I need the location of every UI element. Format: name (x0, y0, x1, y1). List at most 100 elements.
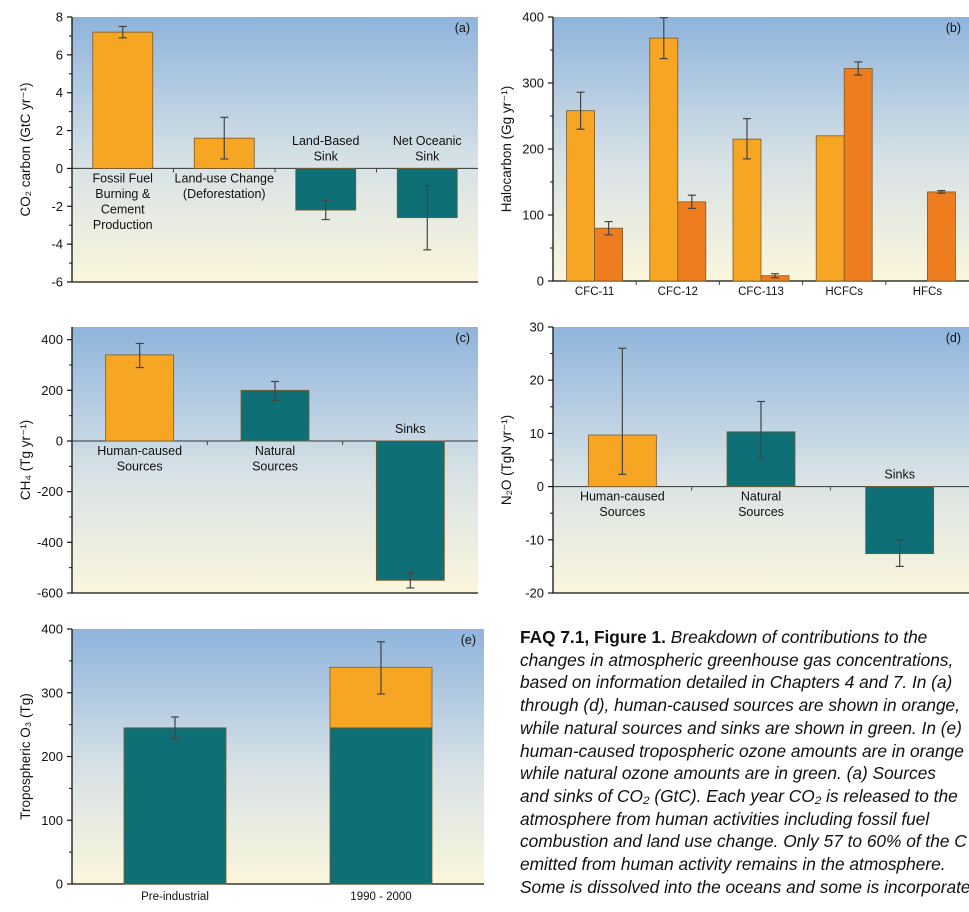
y-tick-label: 0 (537, 479, 544, 494)
y-tick-label: 400 (41, 332, 63, 347)
category-label: CFC-113 (738, 286, 784, 298)
caption-line: while natural sources and sinks are show… (520, 717, 962, 738)
category-label: Natural (255, 444, 295, 458)
chart-panel-a: -6 -4 -2 0 2 4 6 8 CO₂ carbon (GtC yr⁻¹) (a) Fossi… (18, 10, 478, 290)
caption-text: Breakdown of contributions to the (670, 627, 928, 647)
y-tick-label: -20 (525, 586, 544, 601)
bar (92, 31, 154, 169)
y-tick-label: 4 (56, 85, 63, 100)
y-tick-label: 400 (41, 622, 63, 637)
category-label: Land-use Change (175, 171, 274, 185)
y-tick-label: -400 (37, 535, 63, 550)
bar (815, 135, 845, 282)
panel-label: (d) (946, 331, 961, 345)
y-tick-label: 100 (522, 208, 544, 223)
category-label: Cement (101, 202, 145, 216)
panel-label: (c) (455, 331, 470, 345)
y-tick-label: 200 (41, 383, 63, 398)
panel-label: (b) (946, 21, 961, 35)
chart-panel-b: 0 100 200 300 400 Halocarbon (Gg yr⁻¹) (b) CFC-… (500, 10, 969, 298)
y-tick-label: 0 (56, 434, 63, 449)
caption-line: FAQ 7.1, Figure 1. Breakdown of contribu… (520, 626, 969, 649)
chart-panel-c: -600 -400 -200 0 200 400 CH₄ (Tg yr⁻¹) (c) Human… (18, 327, 478, 601)
y-tick-label: 2 (56, 123, 63, 138)
caption-line: changes in atmospheric greenhouse gas co… (520, 649, 954, 670)
caption-line: Some is dissolved into the oceans and so… (520, 876, 969, 897)
panel-label: (e) (461, 633, 476, 647)
y-tick-label: 0 (56, 161, 63, 176)
category-label: Sources (117, 460, 163, 474)
y-axis-label: CO₂ carbon (GtC yr⁻¹) (18, 83, 33, 217)
bar (732, 138, 762, 282)
y-tick-label: 0 (537, 274, 544, 289)
y-tick-label: 300 (522, 76, 544, 91)
y-tick-label: 6 (56, 47, 63, 62)
chart-panel-e: 0 100 200 300 400 Tropospheric O₃ (Tg) (e) Pre-… (18, 622, 484, 903)
category-label: Pre-industrial (141, 891, 209, 903)
category-label: Land-Based (292, 134, 359, 148)
category-label: Sinks (884, 468, 915, 482)
y-axis-label: Halocarbon (Gg yr⁻¹) (500, 86, 514, 212)
bar (105, 354, 175, 442)
category-label: Production (93, 218, 153, 232)
caption-line: while natural ozone amounts are in green… (520, 763, 936, 784)
y-tick-label: -200 (37, 484, 63, 499)
y-tick-label: -6 (51, 275, 63, 290)
panel-label: (a) (455, 21, 470, 35)
category-label: Sink (415, 149, 440, 163)
y-tick-label: -600 (37, 586, 63, 601)
figure-caption: FAQ 7.1, Figure 1. Breakdown of contribu… (520, 626, 969, 912)
y-tick-label: 0 (56, 877, 63, 892)
caption-line: combustion and land use change. Only 57 … (520, 831, 967, 852)
caption-line: atmosphere from human activities includi… (520, 808, 930, 829)
category-label: 1990 - 2000 (350, 891, 411, 903)
y-tick-label: 200 (41, 749, 63, 764)
category-label: (Deforestation) (183, 187, 266, 201)
caption-line: and sinks of CO₂ (GtC). Each year CO₂ is… (520, 785, 958, 806)
category-label: Sink (314, 149, 339, 163)
bar (926, 191, 956, 282)
bar (594, 227, 623, 282)
chart-panel-d: -20 -10 0 10 20 30 N₂O (TgN yr⁻¹) (d) Human-caus… (500, 320, 969, 601)
y-tick-label: -10 (525, 532, 544, 547)
y-tick-label: -2 (51, 199, 63, 214)
y-tick-label: -4 (51, 237, 63, 252)
category-label: Human-caused (97, 444, 182, 458)
caption-line: human-caused tropospheric ozone amounts … (520, 740, 964, 761)
y-tick-label: 8 (56, 10, 63, 25)
category-label: Human-caused (580, 490, 665, 504)
caption-head: FAQ 7.1, Figure 1. (520, 627, 666, 647)
y-tick-label: 200 (522, 142, 544, 157)
category-label: CFC-11 (575, 286, 614, 298)
y-tick-label: 20 (530, 373, 544, 388)
category-label: Burning & (95, 187, 151, 201)
category-label: Fossil Fuel (93, 171, 153, 185)
bar-segment (123, 727, 227, 885)
y-tick-label: 30 (530, 320, 544, 335)
category-label: HCFCs (825, 286, 863, 298)
category-label: HFCs (913, 286, 943, 298)
bar (649, 37, 679, 282)
caption-line: emitted from human activity remains in t… (520, 854, 946, 875)
bar (677, 201, 707, 282)
bar-segment (329, 727, 433, 885)
y-axis-label: N₂O (TgN yr⁻¹) (500, 415, 514, 505)
y-axis-label: Tropospheric O₃ (Tg) (18, 693, 33, 820)
category-label: Sources (599, 505, 645, 519)
category-label: Natural (741, 490, 781, 504)
category-label: Net Oceanic (393, 134, 462, 148)
category-label: Sources (738, 505, 784, 519)
y-axis-label: CH₄ (Tg yr⁻¹) (18, 420, 33, 500)
caption-line: through (d), human-caused sources are sh… (520, 695, 960, 716)
y-tick-label: 10 (530, 426, 544, 441)
bar (375, 440, 445, 581)
category-label: Sinks (395, 422, 426, 436)
y-tick-label: 100 (41, 813, 63, 828)
category-label: Sources (252, 460, 298, 474)
y-tick-label: 300 (41, 685, 63, 700)
category-label: CFC-12 (658, 286, 698, 298)
caption-line: based on information detailed in Chapter… (520, 672, 953, 693)
bar (566, 110, 595, 282)
bar (843, 68, 873, 282)
y-tick-label: 400 (522, 10, 544, 25)
